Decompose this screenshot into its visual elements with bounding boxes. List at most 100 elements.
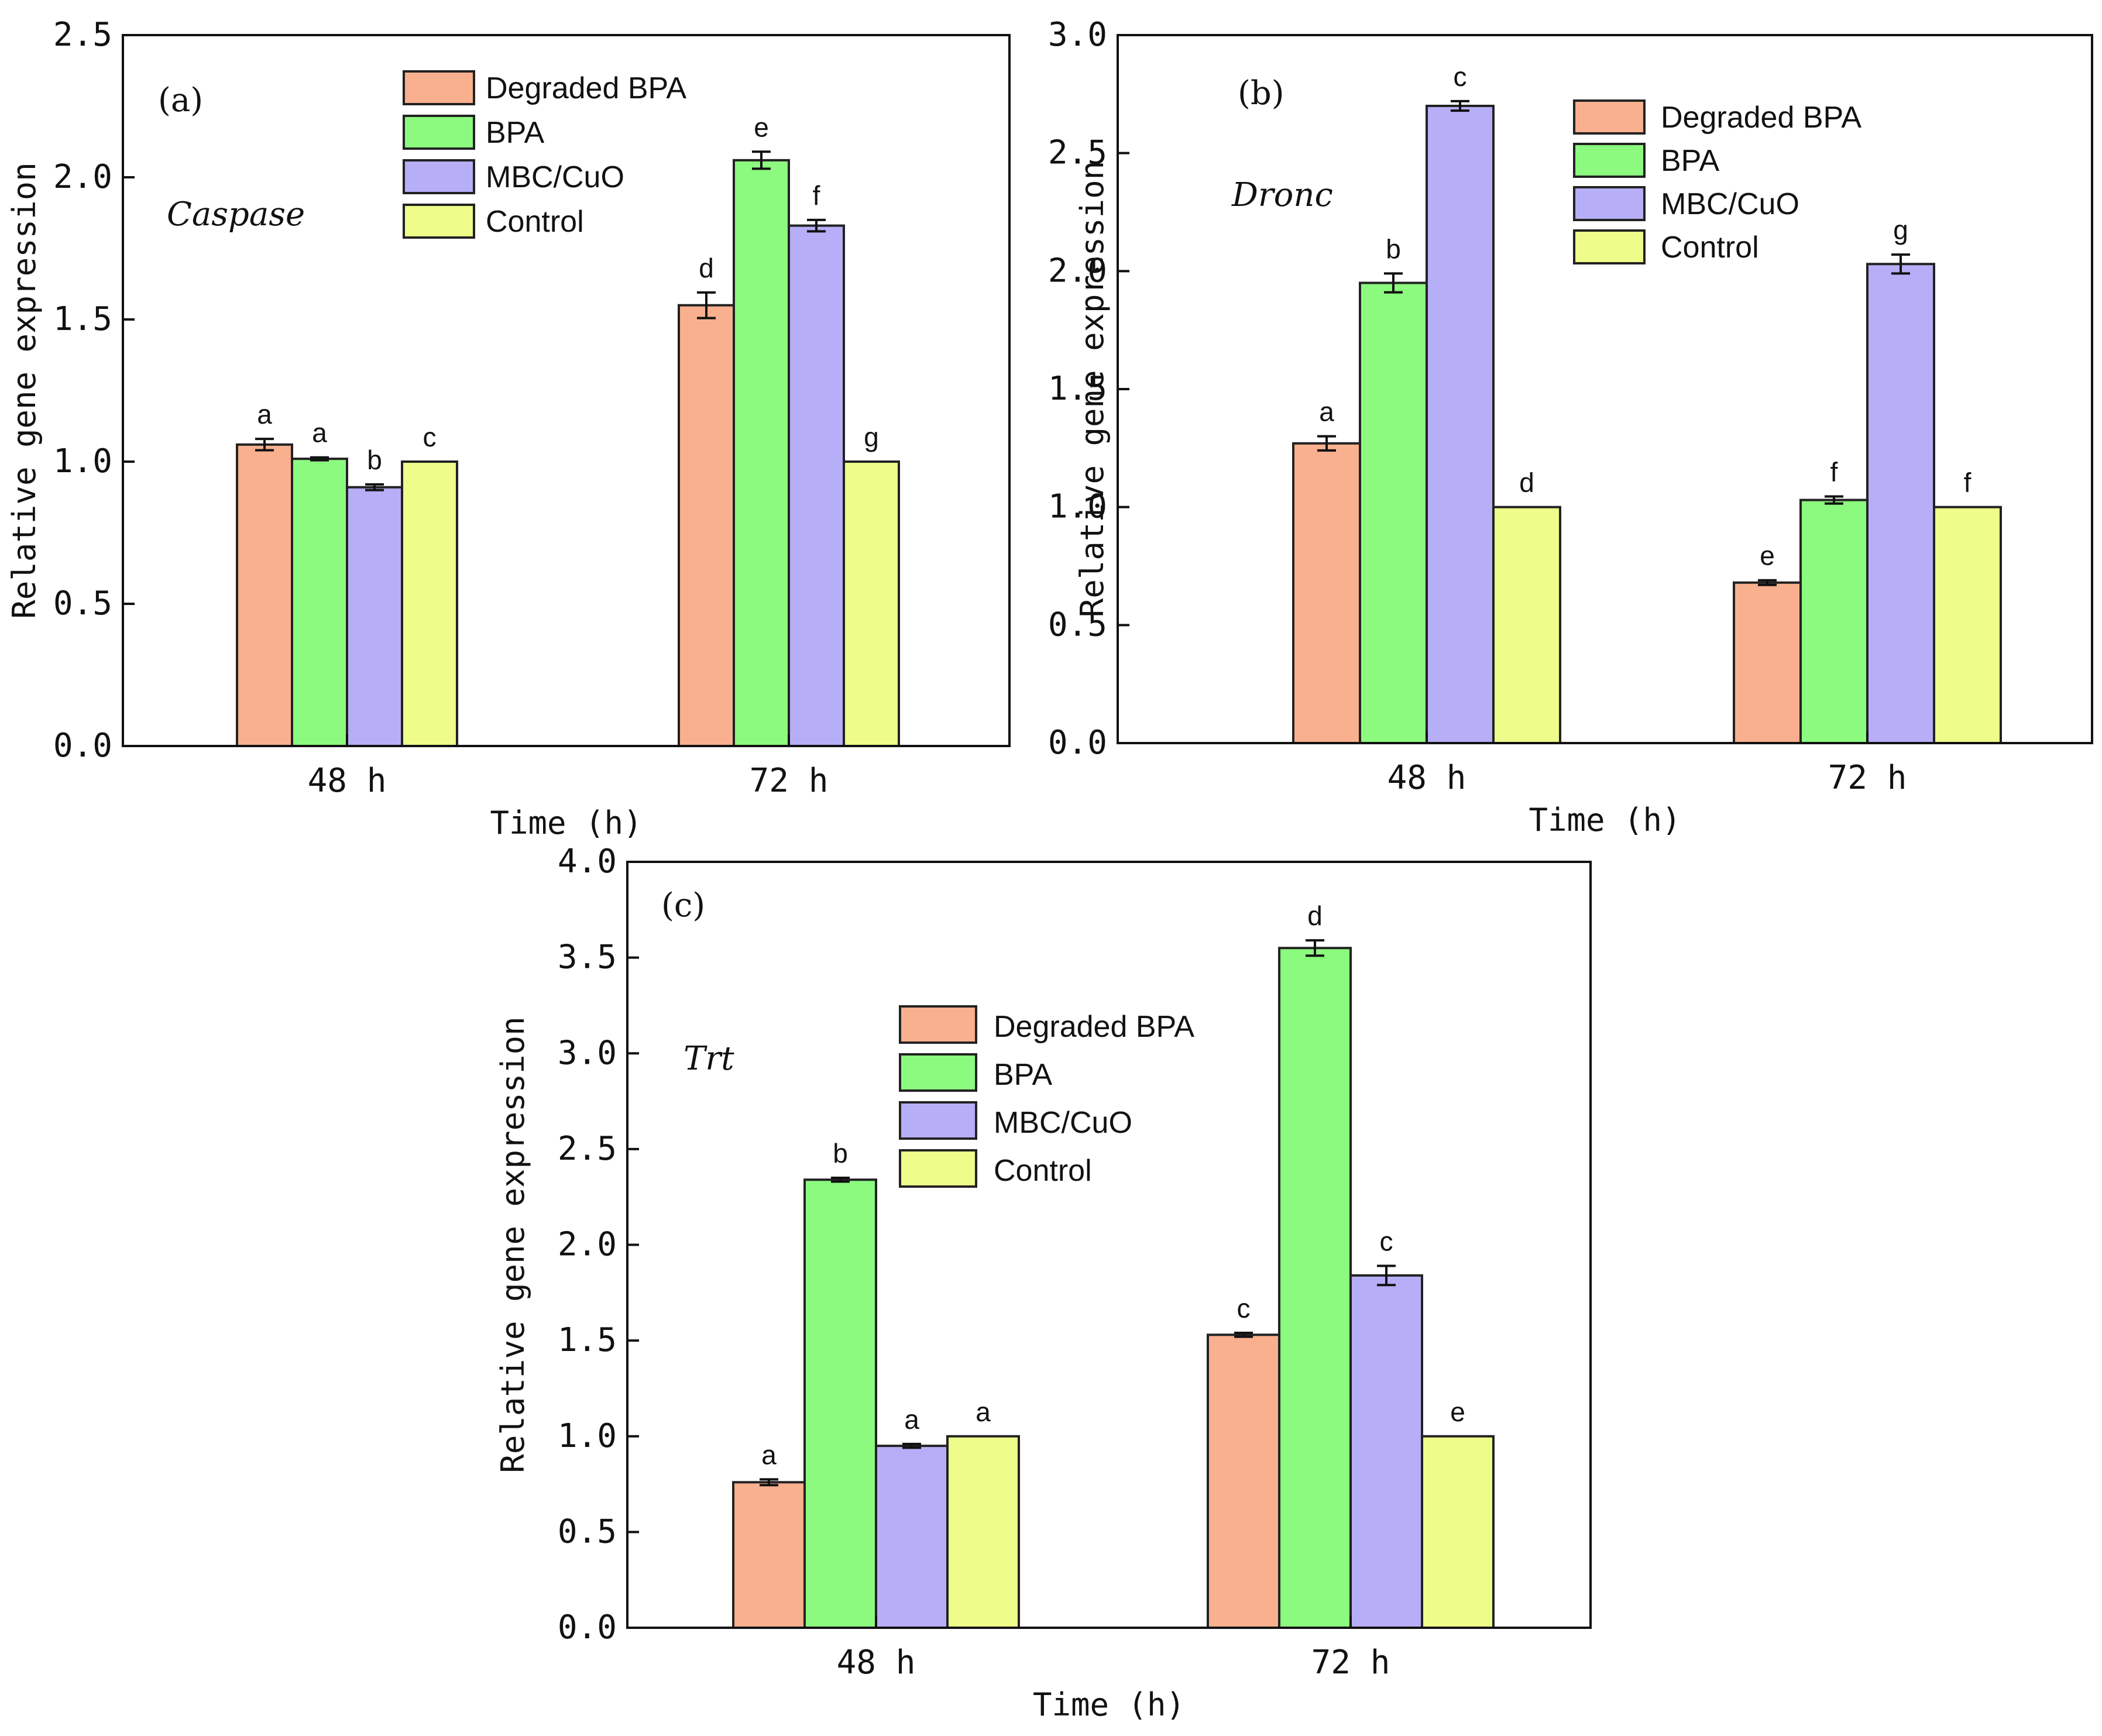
legend-label: MBC/CuO <box>1661 187 1799 221</box>
legend-swatch <box>1573 143 1646 178</box>
y-tick-label: 1.5 <box>53 300 112 338</box>
legend-swatch <box>899 1005 977 1044</box>
x-tick-label: 48 h <box>1387 759 1466 797</box>
legend-label: BPA <box>994 1058 1053 1092</box>
legend-label: Control <box>486 205 584 239</box>
legend-swatch <box>403 204 475 239</box>
y-tick-label: 3.0 <box>558 1034 617 1072</box>
significance-letter: a <box>312 418 327 448</box>
significance-letter: d <box>1519 467 1534 498</box>
legend-label: Control <box>1661 231 1759 264</box>
legend-swatch <box>899 1101 977 1140</box>
y-tick-label: 4.0 <box>558 843 617 881</box>
x-tick-label: 72 h <box>1311 1644 1390 1682</box>
y-tick-label: 0.0 <box>558 1608 617 1646</box>
y-tick-label: 3.0 <box>1048 16 1107 54</box>
significance-letter: a <box>761 1439 777 1470</box>
legend-label: BPA <box>486 116 545 150</box>
x-axis-title: Time (h) <box>1033 1686 1185 1723</box>
x-axis-title: Time (h) <box>490 805 642 841</box>
legend: Degraded BPA BPA MBC/CuO Control <box>899 1005 1194 1188</box>
bar <box>788 224 845 747</box>
significance-letter: a <box>904 1404 919 1435</box>
significance-letter: c <box>1454 61 1467 92</box>
y-tick-label: 2.0 <box>1048 252 1107 290</box>
legend: Degraded BPA BPA MBC/CuO Control <box>1573 99 1861 264</box>
significance-letter: g <box>1893 215 1908 245</box>
legend-swatch <box>899 1149 977 1188</box>
y-axis-title: Relative gene expression <box>494 1016 531 1473</box>
bar <box>1426 105 1495 744</box>
legend-swatch <box>1573 229 1646 264</box>
significance-letter: a <box>976 1397 991 1427</box>
bar <box>732 1481 806 1630</box>
significance-letter: e <box>1450 1397 1465 1427</box>
legend-label: MBC/CuO <box>994 1106 1132 1140</box>
legend-swatch <box>403 115 475 150</box>
bar <box>803 1178 877 1629</box>
y-tick-label: 3.5 <box>558 939 617 977</box>
bar <box>291 458 348 747</box>
y-axis-title: Relative gene expression <box>1074 161 1111 617</box>
gene-label: Dronc <box>1231 176 1333 214</box>
gene-label: Caspase <box>167 195 305 233</box>
significance-letter: b <box>1386 233 1401 264</box>
legend: Degraded BPA BPA MBC/CuO Control <box>403 70 686 239</box>
x-tick-label: 48 h <box>837 1644 916 1682</box>
gene-label: Trt <box>684 1040 734 1078</box>
bar <box>401 460 458 747</box>
legend-swatch <box>1573 99 1646 135</box>
significance-letter: e <box>1760 541 1775 571</box>
panel-c: 0.0 0.5 1.0 1.5 2.0 2.5 3.0 3.5 4.0 a b a a 48 h c d c e 7… <box>494 843 1592 1723</box>
significance-letter: a <box>257 399 272 429</box>
legend-label: MBC/CuO <box>486 160 624 194</box>
legend-swatch <box>403 159 475 194</box>
plot-frame <box>122 34 1011 747</box>
y-tick-label: 1.0 <box>558 1417 617 1455</box>
panel-label: (c) <box>661 886 705 924</box>
y-tick-label: 2.5 <box>1048 134 1107 172</box>
y-tick-label: 2.5 <box>53 16 112 54</box>
bar <box>236 443 293 747</box>
y-tick-label: 1.5 <box>1048 370 1107 408</box>
significance-letter: f <box>1830 457 1838 487</box>
y-tick-label: 0.0 <box>53 727 112 765</box>
significance-letter: d <box>1307 900 1323 931</box>
panel-b: 0.0 0.5 1.0 1.5 2.0 2.5 3.0 a b c d 48 h e f g f 72 h Tim… <box>1048 16 2093 838</box>
x-axis-title: Time (h) <box>1529 802 1681 838</box>
y-tick-label: 1.0 <box>53 442 112 480</box>
x-tick-label: 72 h <box>750 762 829 800</box>
legend-swatch <box>899 1053 977 1092</box>
y-tick-label: 0.5 <box>53 585 112 623</box>
legend-label: Degraded BPA <box>1661 101 1861 135</box>
bar <box>1866 263 1935 744</box>
significance-letter: d <box>699 253 714 283</box>
legend-label: BPA <box>1661 144 1720 178</box>
significance-letter: f <box>1964 467 1972 498</box>
bar <box>1733 581 1802 744</box>
significance-letter: c <box>1380 1226 1393 1256</box>
panel-a: 0.0 0.5 1.0 1.5 2.0 2.5 a a b c 48 h d e f g 72 h Time (… <box>6 16 1011 841</box>
y-tick-label: 0.5 <box>558 1512 617 1551</box>
significance-letter: e <box>754 112 769 142</box>
significance-letter: g <box>864 422 879 452</box>
bar <box>1349 1274 1423 1630</box>
legend-label: Degraded BPA <box>486 71 686 105</box>
bar <box>1207 1333 1280 1630</box>
y-tick-label: 2.0 <box>53 158 112 196</box>
y-tick-label: 0.0 <box>1048 724 1107 762</box>
bar <box>1359 281 1428 744</box>
significance-letter: c <box>1237 1293 1251 1324</box>
y-tick-label: 1.0 <box>1048 488 1107 526</box>
y-tick-label: 2.0 <box>558 1226 617 1264</box>
plot-frame <box>1117 34 2093 744</box>
bar <box>1933 506 2002 745</box>
bar <box>843 460 900 747</box>
x-tick-label: 48 h <box>308 762 387 800</box>
legend-label: Degraded BPA <box>994 1010 1194 1044</box>
legend-swatch <box>1573 186 1646 221</box>
legend-swatch <box>403 70 475 105</box>
y-tick-label: 2.5 <box>558 1130 617 1168</box>
bar <box>946 1435 1020 1629</box>
